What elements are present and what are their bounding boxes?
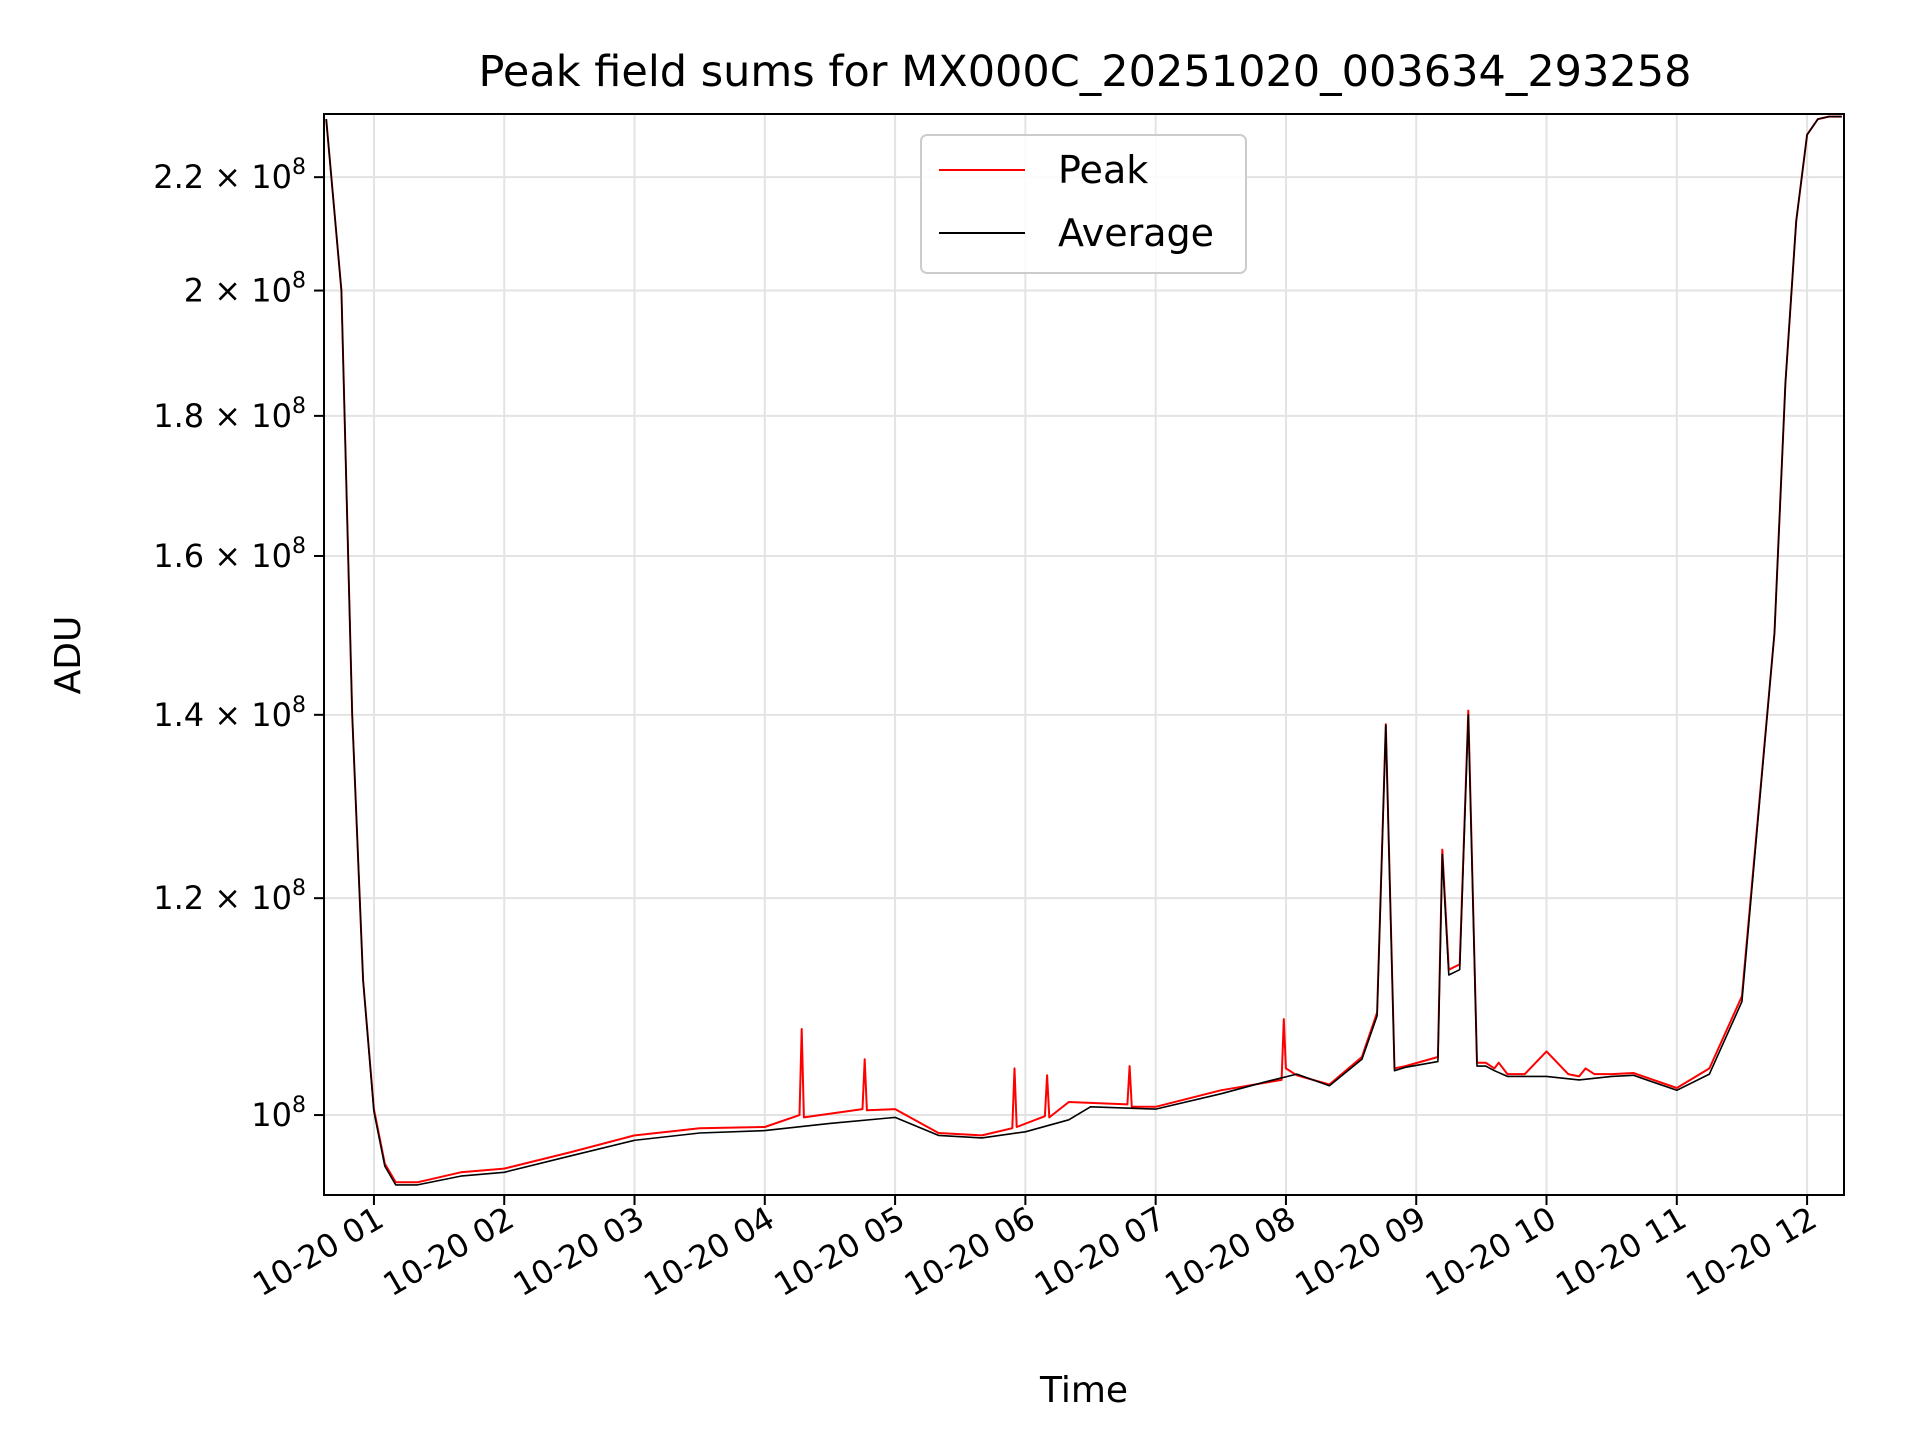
y-tick-base: 10 (251, 1096, 292, 1134)
x-axis-label: Time (1039, 1370, 1128, 1411)
y-tick-mantissa: 1.4 × (153, 696, 251, 734)
series-line-peak (325, 115, 1842, 1184)
y-tick-label: 2.2 × 108 (153, 155, 306, 196)
y-tick-label: 1.2 × 108 (153, 876, 306, 917)
y-tick-base: 10 (251, 272, 292, 310)
y-tick-base: 10 (251, 537, 292, 575)
y-tick-base: 10 (251, 879, 292, 917)
y-tick-exponent: 8 (292, 534, 306, 559)
y-tick-base: 10 (251, 696, 292, 734)
legend-label-peak: Peak (1058, 148, 1148, 192)
y-tick-base: 10 (251, 158, 292, 196)
y-tick-exponent: 8 (292, 693, 306, 718)
series-line-average (325, 115, 1842, 1186)
y-tick-exponent: 8 (292, 269, 306, 294)
y-tick-label: 108 (251, 1093, 306, 1134)
plot-frame (323, 113, 1845, 1196)
series-lines (325, 115, 1842, 1186)
y-tick-label: 1.6 × 108 (153, 534, 306, 575)
y-tick-base: 10 (251, 397, 292, 435)
y-tick-mantissa: 1.6 × (153, 537, 251, 575)
y-tick-exponent: 8 (292, 1093, 306, 1118)
y-tick-mantissa: 2.2 × (153, 158, 251, 196)
y-tick-exponent: 8 (292, 394, 306, 419)
y-tick-label: 1.8 × 108 (153, 394, 306, 435)
y-tick-label: 1.4 × 108 (153, 693, 306, 734)
legend-label-average: Average (1058, 211, 1214, 255)
y-tick-exponent: 8 (292, 155, 306, 180)
y-tick-mantissa: 1.8 × (153, 397, 251, 435)
legend: Peak Average (920, 134, 1247, 274)
y-tick-mantissa: 1.2 × (153, 879, 251, 917)
y-tick-label: 2 × 108 (184, 269, 306, 310)
chart-title: Peak field sums for MX000C_20251020_0036… (479, 47, 1692, 97)
y-axis-label: ADU (48, 616, 89, 695)
y-tick-mantissa: 2 × (184, 272, 252, 310)
y-tick-exponent: 8 (292, 876, 306, 901)
grid (324, 114, 1844, 1195)
